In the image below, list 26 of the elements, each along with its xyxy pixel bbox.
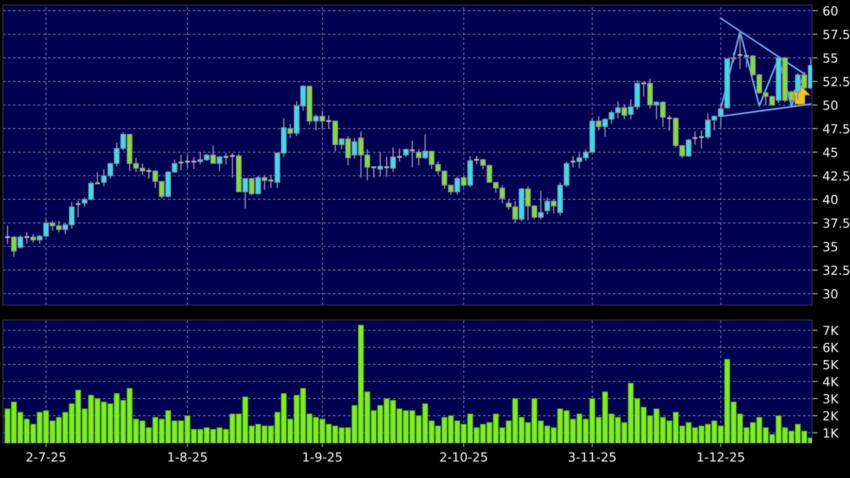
y-tick-label: 30 (823, 289, 838, 299)
y-tick-label: 7K (823, 326, 839, 335)
y-tick-label: 3K (823, 394, 839, 404)
y-tick-label: 55 (823, 53, 838, 63)
y-tick-label: 57.5 (823, 30, 850, 40)
y-tick-label: 40 (823, 194, 838, 204)
x-tick-label: 2-7-25 (26, 452, 66, 462)
y-tick-label: 47.5 (823, 124, 850, 134)
y-tick-label: 5K (823, 360, 839, 370)
x-tick-label: 1-8-25 (168, 452, 207, 462)
y-tick-label: 32.5 (823, 266, 850, 276)
y-tick-label: 4K (823, 377, 839, 386)
y-tick-label: 45 (823, 148, 838, 158)
x-tick-label: 1-9-25 (303, 452, 342, 462)
y-tick-label: 50 (823, 100, 838, 110)
x-tick-label: 1-12-25 (698, 452, 744, 462)
x-tick-label: 3-11-25 (568, 452, 616, 462)
y-tick-label: 6K (823, 342, 839, 352)
y-tick-label: 37.5 (823, 218, 850, 228)
x-tick-label: 2-10-25 (440, 452, 488, 462)
y-tick-label: 52.5 (823, 76, 850, 86)
y-tick-label: 42.5 (823, 171, 850, 181)
y-tick-label: 35 (823, 242, 838, 252)
y-tick-label: 60 (823, 6, 838, 16)
y-tick-label: 2K (823, 411, 839, 420)
y-tick-label: 1K (824, 428, 839, 438)
